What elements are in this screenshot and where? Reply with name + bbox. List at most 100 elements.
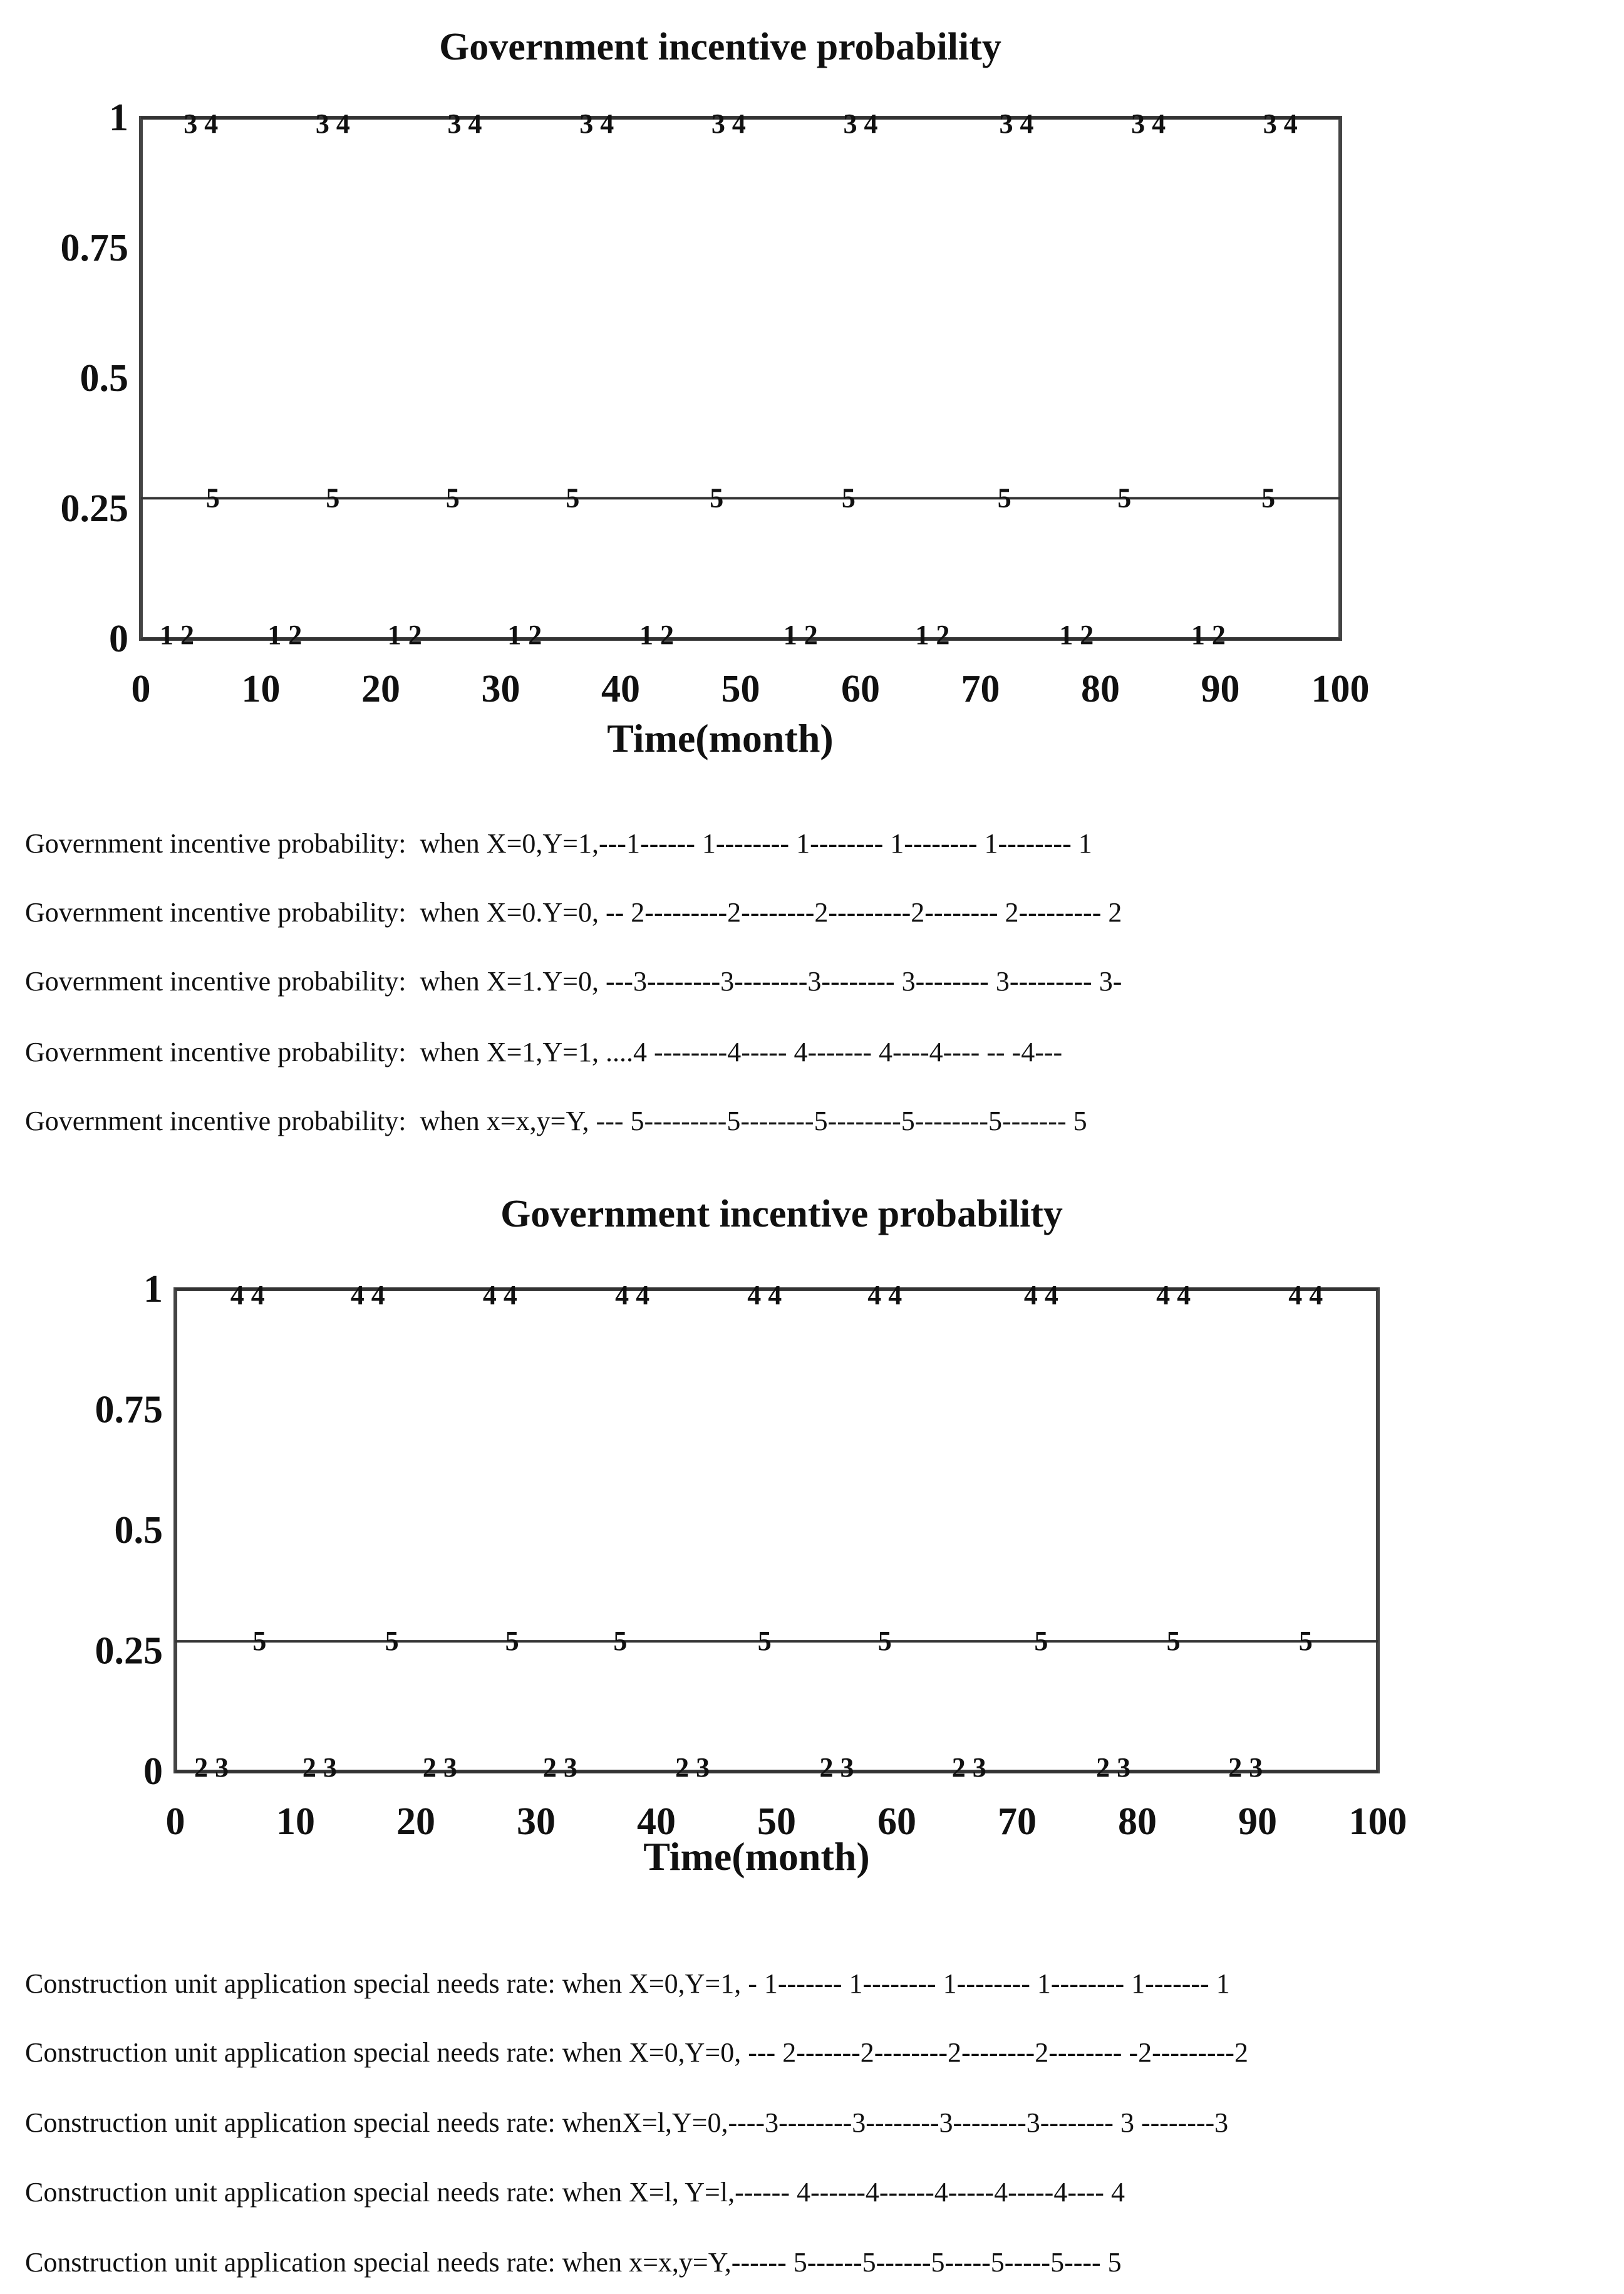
x-tick-label: 10 — [242, 668, 281, 710]
series-mark: 5 — [842, 482, 856, 513]
legend-entry: Government incentive probability: when x… — [25, 1106, 1087, 1136]
series-mark: 3 4 — [184, 108, 218, 139]
series-mark: 5 — [446, 482, 460, 513]
series-mark: 4 4 — [1288, 1280, 1323, 1310]
series-mark: 3 4 — [844, 108, 878, 139]
x-tick-label: 70 — [998, 1800, 1037, 1843]
series-mark: 1 2 — [639, 620, 674, 650]
series-mark: 4 4 — [351, 1280, 385, 1310]
legend-entry: Construction unit application special ne… — [25, 2177, 1125, 2208]
x-tick-label: 30 — [482, 668, 520, 710]
series-mark: 4 4 — [1024, 1280, 1058, 1310]
series-mark: 5 — [1261, 482, 1275, 513]
series-mark: 5 — [613, 1626, 627, 1656]
series-mark: 2 3 — [194, 1752, 229, 1783]
legend-entry: Government incentive probability: when X… — [25, 897, 1122, 928]
series-mark-group: 4 4 4 4 4 4 4 4 4 4 4 4 4 4 4 4 4 4 5 5 5 5 5 5 5 5 5 2 3 2… — [194, 1280, 1323, 1783]
legend-entry: Government incentive probability: when X… — [25, 966, 1122, 997]
series-mark: 3 4 — [1263, 108, 1298, 139]
series-mark: 1 2 — [388, 620, 422, 650]
plot-frame — [139, 116, 1342, 641]
x-axis-label: Time(month) — [643, 1834, 869, 1879]
x-axis-label: Time(month) — [607, 716, 833, 760]
series-mark: 5 — [505, 1626, 519, 1656]
x-tick-group: 0 10 20 30 40 50 60 70 80 90 100 — [132, 668, 1370, 710]
legend-entry: Construction unit application special ne… — [25, 2107, 1229, 2138]
chart-1: Government incentive probability 0 0.25 0.… — [61, 26, 1370, 760]
y-tick-group: 0 0.25 0.5 0.75 1 — [61, 96, 129, 660]
series-mark: 2 3 — [303, 1752, 337, 1783]
y-tick-label: 0.25 — [61, 487, 129, 530]
y-tick-label: 0 — [143, 1750, 163, 1793]
series-mark: 1 2 — [507, 620, 542, 650]
series-mark: 5 — [710, 482, 723, 513]
series-mark: 2 3 — [675, 1752, 710, 1783]
series-mark: 3 4 — [579, 108, 614, 139]
legend-entry: Government incentive probability: when X… — [25, 1037, 1063, 1067]
series-mark: 5 — [252, 1626, 266, 1656]
y-tick-label: 1 — [143, 1268, 163, 1310]
series-mark: 3 4 — [711, 108, 746, 139]
series-mark: 5 — [1167, 1626, 1181, 1656]
series-mark: 4 4 — [1156, 1280, 1191, 1310]
series-mark: 1 2 — [1059, 620, 1094, 650]
series-mark: 5 — [1299, 1626, 1313, 1656]
y-tick-label: 1 — [109, 96, 128, 139]
series-mark: 3 4 — [448, 108, 482, 139]
y-tick-label: 0.5 — [80, 357, 129, 400]
x-tick-label: 80 — [1118, 1800, 1157, 1843]
series-mark-group: 3 4 3 4 3 4 3 4 3 4 3 4 3 4 3 4 3 4 5 5 5 5 5 5 5 5 5 1 2 1… — [160, 108, 1298, 650]
y-tick-label: 0.5 — [115, 1509, 163, 1552]
series-mark: 4 4 — [615, 1280, 649, 1310]
series-mark: 4 4 — [230, 1280, 265, 1310]
series-mark: 5 — [1034, 1626, 1048, 1656]
series-mark: 1 2 — [160, 620, 194, 650]
y-tick-label: 0.75 — [61, 227, 129, 269]
chart-title: Government incentive probability — [500, 1193, 1063, 1235]
series-mark: 5 — [385, 1626, 399, 1656]
x-tick-label: 40 — [637, 1800, 676, 1843]
series-mark: 4 4 — [747, 1280, 782, 1310]
series-mark: 3 4 — [316, 108, 350, 139]
x-tick-label: 70 — [961, 668, 1000, 710]
series-mark: 1 2 — [784, 620, 818, 650]
series-mark: 2 3 — [952, 1752, 986, 1783]
x-tick-label: 100 — [1311, 668, 1370, 710]
chart-title: Government incentive probability — [439, 26, 1001, 68]
x-tick-label: 60 — [841, 668, 880, 710]
series-mark: 5 — [758, 1626, 772, 1656]
series-mark: 4 4 — [867, 1280, 902, 1310]
x-tick-label: 50 — [757, 1800, 796, 1843]
legend-entry: Construction unit application special ne… — [25, 2037, 1248, 2068]
y-tick-group: 0 0.25 0.5 0.75 1 — [95, 1268, 163, 1793]
x-tick-label: 100 — [1349, 1800, 1407, 1843]
y-tick-label: 0 — [109, 618, 128, 660]
series-mark: 2 3 — [820, 1752, 854, 1783]
series-mark: 2 3 — [1096, 1752, 1130, 1783]
series-line-group — [141, 117, 1340, 640]
x-tick-label: 0 — [166, 1800, 185, 1843]
x-tick-label: 10 — [276, 1800, 315, 1843]
series-mark: 4 4 — [483, 1280, 517, 1310]
x-tick-label: 40 — [601, 668, 640, 710]
series-mark: 2 3 — [1228, 1752, 1263, 1783]
x-tick-label: 20 — [361, 668, 400, 710]
legend-entry: Construction unit application special ne… — [25, 1968, 1230, 1999]
legend-entry: Construction unit application special ne… — [25, 2247, 1122, 2278]
series-mark: 5 — [998, 482, 1011, 513]
x-tick-label: 80 — [1081, 668, 1120, 710]
x-tick-label: 50 — [721, 668, 760, 710]
series-mark: 5 — [566, 482, 579, 513]
series-mark: 1 2 — [915, 620, 949, 650]
y-tick-label: 0.25 — [95, 1630, 163, 1673]
series-mark: 1 2 — [267, 620, 302, 650]
series-mark: 2 3 — [543, 1752, 577, 1783]
series-mark: 5 — [326, 482, 339, 513]
x-tick-label: 30 — [517, 1800, 556, 1843]
x-tick-label: 0 — [132, 668, 151, 710]
series-line-group — [175, 1288, 1378, 1773]
x-tick-label: 90 — [1201, 668, 1240, 710]
series-mark: 5 — [878, 1626, 892, 1656]
y-tick-label: 0.75 — [95, 1389, 163, 1431]
x-tick-label: 20 — [396, 1800, 435, 1843]
